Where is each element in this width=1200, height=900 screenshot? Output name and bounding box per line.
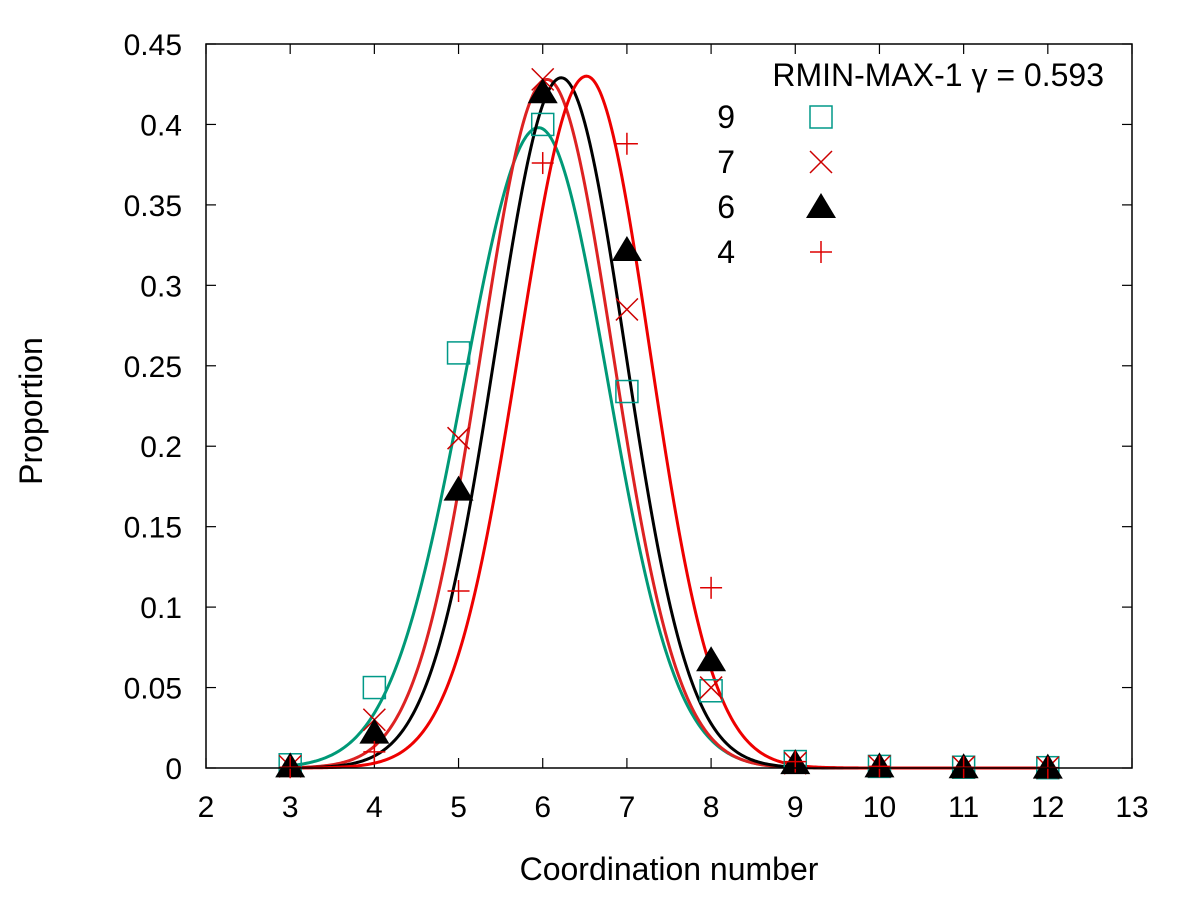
y-tick-label: 0.15 <box>124 512 182 545</box>
y-tick-label: 0.45 <box>124 29 182 62</box>
point-series-9 <box>530 112 555 137</box>
legend-label-7: 7 <box>717 144 735 180</box>
point-series-4 <box>279 756 302 779</box>
point-series-4 <box>615 132 638 155</box>
point-series-9 <box>446 341 471 365</box>
legend: RMIN-MAX-1 γ = 0.593 9 7 6 4 <box>717 57 1104 270</box>
point-series-9 <box>615 379 639 404</box>
y-tick-label: 0.35 <box>124 190 182 223</box>
point-series-7 <box>699 676 723 700</box>
legend-label-4: 4 <box>717 234 735 270</box>
point-series-4 <box>868 755 891 778</box>
point-series-4 <box>447 580 470 603</box>
y-tick-label: 0.2 <box>140 431 182 464</box>
legend-title: RMIN-MAX-1 γ = 0.593 <box>772 57 1104 93</box>
x-tick-labels: 2 3 4 5 6 7 8 9 10 11 12 13 <box>198 791 1149 824</box>
x-tick-label: 4 <box>366 791 383 824</box>
y-axis-label: Proportion <box>13 337 49 485</box>
y-tick-label: 0.05 <box>124 673 182 706</box>
x-tick-label: 9 <box>787 791 804 824</box>
point-series-6 <box>527 78 558 104</box>
point-series-9 <box>362 675 387 700</box>
legend-label-9: 9 <box>717 99 735 135</box>
y-tick-label: 0 <box>165 753 182 786</box>
x-tick-label: 11 <box>948 791 979 824</box>
y-tick-label: 0.25 <box>124 351 182 384</box>
x-tick-label: 8 <box>703 791 720 824</box>
x-tick-label: 2 <box>198 791 215 824</box>
x-tick-label: 3 <box>282 791 299 824</box>
x-tick-label: 12 <box>1031 791 1064 824</box>
point-series-4 <box>952 756 975 779</box>
point-series-6 <box>611 235 642 261</box>
x-tick-label: 10 <box>863 791 896 824</box>
point-series-4 <box>363 740 386 763</box>
x-tick-label: 7 <box>619 791 636 824</box>
point-series-4 <box>784 750 807 773</box>
point-series-6 <box>696 646 727 672</box>
point-series-7 <box>447 426 471 450</box>
point-series-7 <box>615 297 639 321</box>
x-tick-label: 13 <box>1115 791 1148 824</box>
x-tick-label: 6 <box>534 791 551 824</box>
point-series-9 <box>699 679 723 703</box>
x-tick-label: 5 <box>450 791 467 824</box>
legend-marker-9 <box>809 105 833 129</box>
point-series-4 <box>531 152 554 175</box>
legend-marker-6 <box>806 193 836 218</box>
y-tick-label: 0.1 <box>140 592 182 625</box>
fit-curves <box>290 74 1048 770</box>
data-points <box>275 67 1063 780</box>
fit-curve-9 <box>290 126 1048 770</box>
y-tick-label: 0.4 <box>140 109 182 142</box>
legend-marker-7 <box>809 150 833 174</box>
legend-label-6: 6 <box>717 189 735 225</box>
y-tick-label: 0.3 <box>140 270 182 303</box>
x-axis-label: Coordination number <box>520 851 819 887</box>
legend-marker-4 <box>810 241 832 263</box>
point-series-6 <box>359 718 390 744</box>
y-tick-labels: 0 0.05 0.1 0.15 0.2 0.25 0.3 0.35 0.4 0.45 <box>124 29 182 786</box>
point-series-4 <box>700 576 723 599</box>
plot-frame <box>205 43 1133 769</box>
point-series-6 <box>443 475 474 501</box>
